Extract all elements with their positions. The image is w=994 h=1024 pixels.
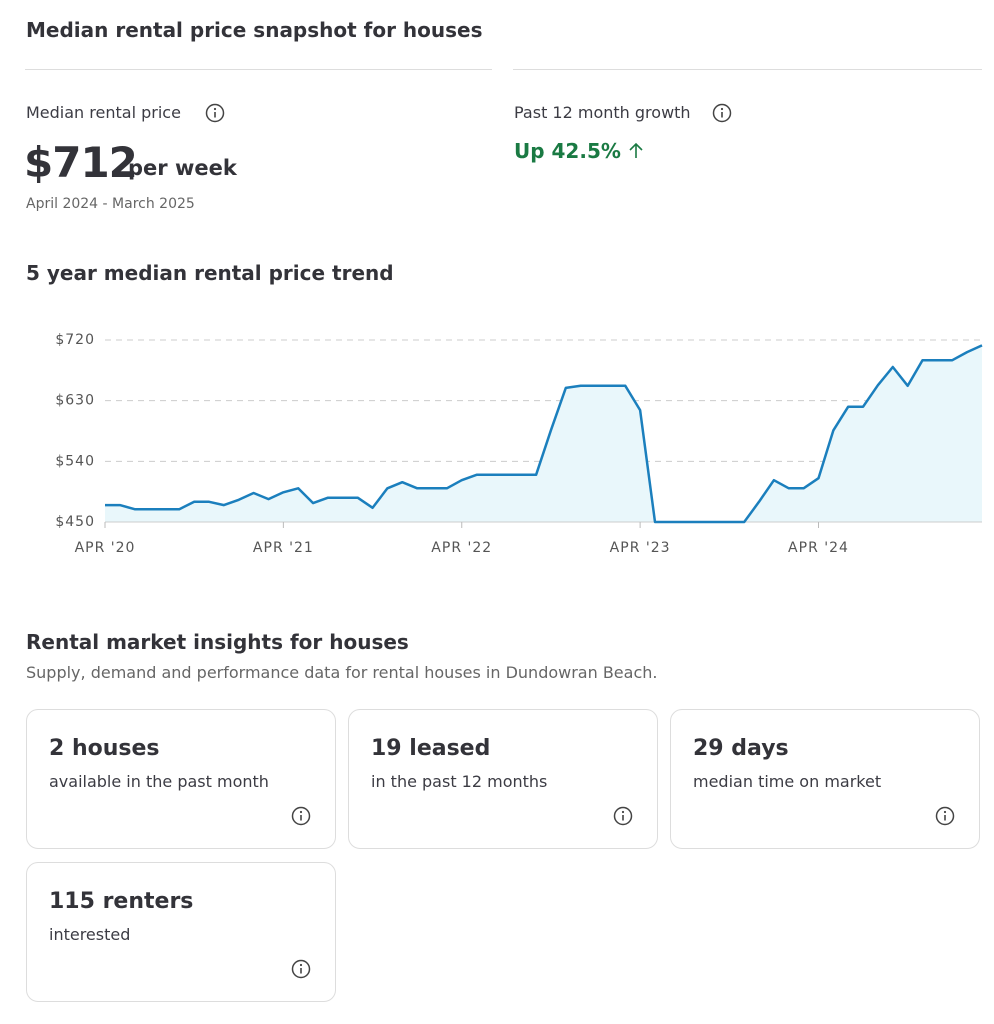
info-icon[interactable] [291,959,311,979]
insight-card: 29 days median time on market [670,709,980,849]
insight-card: 2 houses available in the past month [26,709,336,849]
info-icon[interactable] [935,806,955,826]
price-value: $712 [24,138,138,187]
info-icon[interactable] [712,103,732,123]
x-tick-label: APR '22 [431,540,492,556]
x-tick-label: APR '21 [253,540,314,556]
area [105,345,982,522]
card-headline: 19 leased [371,736,491,761]
insights-subtitle: Supply, demand and performance data for … [26,663,658,682]
insights-title: Rental market insights for houses [26,630,409,654]
y-tick-label: $540 [55,453,95,469]
insight-card: 115 renters interested [26,862,336,1002]
card-headline: 115 renters [49,889,194,914]
card-text: in the past 12 months [371,772,548,791]
y-tick-label: $720 [55,332,95,348]
info-icon[interactable] [291,806,311,826]
divider [513,69,982,70]
title: Median rental price snapshot for houses [26,18,483,42]
growth-value: Up 42.5% [514,139,621,163]
card-text: interested [49,925,131,944]
card-text: available in the past month [49,772,269,791]
up-arrow [629,142,643,158]
chart: $450 $540 $630 $720 APR '20 APR '21 APR '22 APR… [55,332,983,556]
price-unit: per week [128,156,237,180]
line [105,344,983,524]
card-headline: 29 days [693,736,789,761]
x-tick-label: APR '20 [75,540,136,556]
card-headline: 2 houses [49,736,160,761]
x-tick-label: APR '23 [610,540,671,556]
card-text: median time on market [693,772,882,791]
price-label: Median rental price [26,103,181,122]
growth-label: Past 12 month growth [514,103,691,122]
y-tick-label: $630 [55,393,95,409]
info-icon[interactable] [613,806,633,826]
y-tick-label: $450 [55,514,95,530]
insight-card: 19 leased in the past 12 months [348,709,658,849]
price-period: April 2024 - March 2025 [26,196,195,212]
divider [25,69,492,70]
x-tick-label: APR '24 [788,540,849,556]
chart-title: 5 year median rental price trend [26,261,394,285]
info-icon[interactable] [205,103,225,123]
